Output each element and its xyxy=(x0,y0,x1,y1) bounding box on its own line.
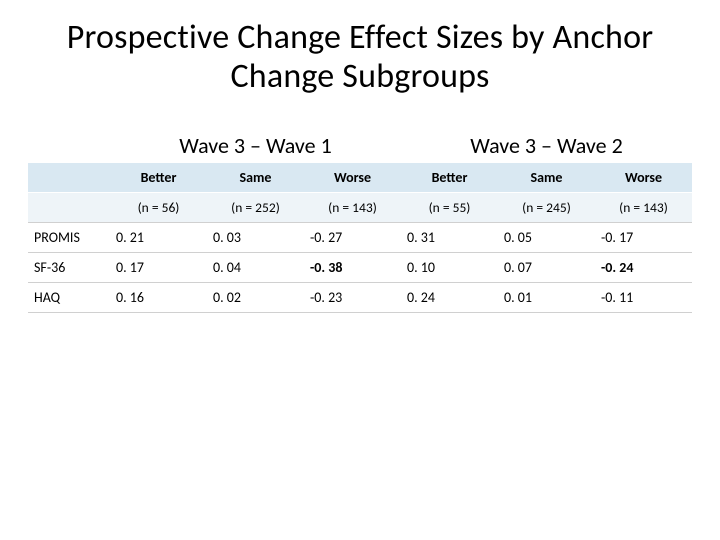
table-cell: 0. 02 xyxy=(207,283,304,313)
table-cell: 0. 10 xyxy=(401,253,498,283)
n-label: (n = 56) xyxy=(110,193,207,223)
table-cell: 0. 17 xyxy=(110,253,207,283)
row-label: SF-36 xyxy=(28,253,110,283)
table-cell: 0. 07 xyxy=(498,253,595,283)
table-row: PROMIS0. 210. 03-0. 270. 310. 05-0. 17 xyxy=(28,223,692,253)
row-label: HAQ xyxy=(28,283,110,313)
table-cell: -0. 23 xyxy=(304,283,401,313)
n-label: (n = 143) xyxy=(595,193,692,223)
table-n-row: (n = 56) (n = 252) (n = 143) (n = 55) (n… xyxy=(28,193,692,223)
table-body: PROMIS0. 210. 03-0. 270. 310. 05-0. 17SF… xyxy=(28,223,692,313)
col-header: Same xyxy=(207,163,304,193)
wave-header-left: Wave 3 – Wave 1 xyxy=(110,132,401,159)
wave-header-spacer xyxy=(28,132,110,159)
table-cell: 0. 21 xyxy=(110,223,207,253)
col-header: Worse xyxy=(304,163,401,193)
wave-group-headers: Wave 3 – Wave 1 Wave 3 – Wave 2 xyxy=(28,132,692,159)
table-corner xyxy=(28,163,110,193)
table-row: SF-360. 170. 04-0. 380. 100. 07-0. 24 xyxy=(28,253,692,283)
table-cell: 0. 01 xyxy=(498,283,595,313)
wave-header-right: Wave 3 – Wave 2 xyxy=(401,132,692,159)
table-cell: -0. 38 xyxy=(304,253,401,283)
table-cell: -0. 27 xyxy=(304,223,401,253)
table-cell: 0. 24 xyxy=(401,283,498,313)
n-label: (n = 143) xyxy=(304,193,401,223)
table-header-row: Better Same Worse Better Same Worse xyxy=(28,163,692,193)
table-corner xyxy=(28,193,110,223)
table-row: HAQ0. 160. 02-0. 230. 240. 01-0. 11 xyxy=(28,283,692,313)
table-cell: 0. 04 xyxy=(207,253,304,283)
table-cell: 0. 16 xyxy=(110,283,207,313)
table-cell: 0. 03 xyxy=(207,223,304,253)
table-cell: -0. 24 xyxy=(595,253,692,283)
table-cell: -0. 17 xyxy=(595,223,692,253)
col-header: Better xyxy=(401,163,498,193)
table-cell: 0. 31 xyxy=(401,223,498,253)
n-label: (n = 252) xyxy=(207,193,304,223)
slide: Prospective Change Effect Sizes by Ancho… xyxy=(0,0,720,540)
table-cell: -0. 11 xyxy=(595,283,692,313)
col-header: Same xyxy=(498,163,595,193)
col-header: Better xyxy=(110,163,207,193)
n-label: (n = 55) xyxy=(401,193,498,223)
row-label: PROMIS xyxy=(28,223,110,253)
table-cell: 0. 05 xyxy=(498,223,595,253)
effect-sizes-table: Better Same Worse Better Same Worse (n =… xyxy=(28,163,692,313)
col-header: Worse xyxy=(595,163,692,193)
page-title: Prospective Change Effect Sizes by Ancho… xyxy=(28,18,692,96)
n-label: (n = 245) xyxy=(498,193,595,223)
